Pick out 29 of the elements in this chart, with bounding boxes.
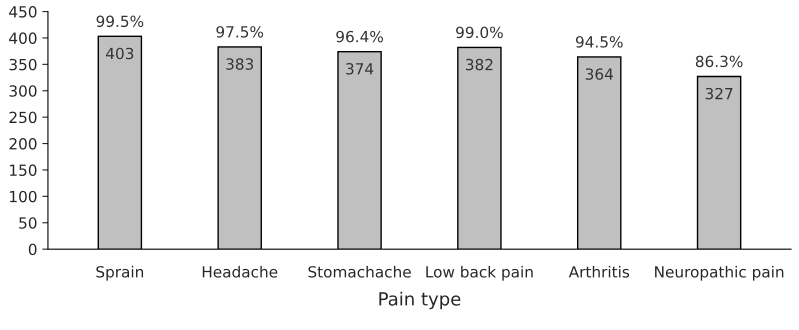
x-tick-label: Neuropathic pain bbox=[655, 266, 784, 281]
y-tick-label: 350 bbox=[10, 58, 37, 70]
data-label: 383 bbox=[226, 58, 254, 70]
annotation: 94.5% bbox=[576, 36, 623, 48]
y-tick-label: 150 bbox=[10, 164, 37, 176]
x-tick-label: Headache bbox=[202, 266, 278, 278]
x-tick-label: Low back pain bbox=[426, 266, 533, 281]
data-label: 403 bbox=[106, 48, 134, 60]
x-tick-label: Stomachache bbox=[308, 266, 411, 278]
y-tick-label: 0 bbox=[28, 244, 37, 256]
y-tick-label: 250 bbox=[9, 112, 37, 124]
data-label: 382 bbox=[466, 58, 492, 70]
annotation: 97.5% bbox=[216, 26, 264, 38]
data-label: 374 bbox=[346, 63, 374, 75]
y-tick-label: 300 bbox=[10, 85, 37, 97]
y-tick-label: 100 bbox=[10, 190, 37, 202]
y-tick-label: 400 bbox=[9, 32, 37, 44]
y-tick-label: 200 bbox=[9, 138, 37, 150]
annotation: 99.0% bbox=[456, 26, 503, 38]
x-axis-title: Pain type bbox=[379, 292, 460, 310]
annotation: 86.3% bbox=[696, 56, 743, 68]
x-tick-label: Sprain bbox=[96, 266, 144, 281]
annotation: 99.5% bbox=[96, 16, 144, 28]
y-tick-label: 50 bbox=[19, 217, 37, 229]
annotation: 96.4% bbox=[336, 30, 383, 42]
data-label: 327 bbox=[706, 88, 732, 100]
x-tick-label: Arthritis bbox=[568, 266, 630, 278]
data-label: 364 bbox=[586, 68, 613, 80]
y-tick-label: 450 bbox=[9, 6, 37, 18]
